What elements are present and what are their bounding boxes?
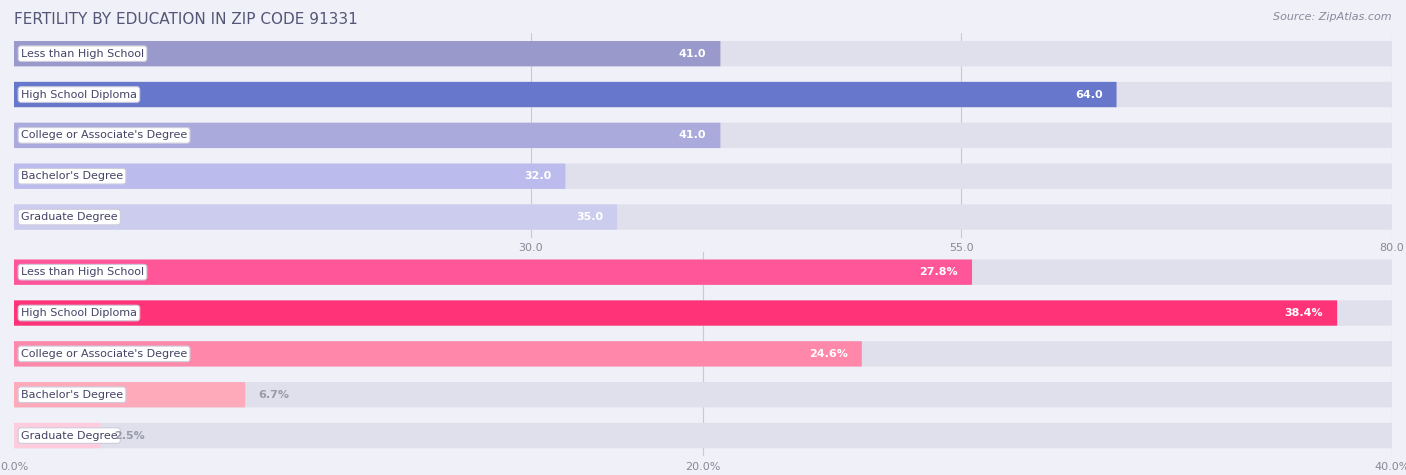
FancyBboxPatch shape xyxy=(14,341,1392,367)
Text: Less than High School: Less than High School xyxy=(21,48,143,59)
Text: 6.7%: 6.7% xyxy=(259,390,290,400)
Text: 32.0: 32.0 xyxy=(524,171,551,181)
Text: 38.4%: 38.4% xyxy=(1285,308,1323,318)
Text: 27.8%: 27.8% xyxy=(920,267,957,277)
FancyBboxPatch shape xyxy=(14,41,1392,66)
Text: Bachelor's Degree: Bachelor's Degree xyxy=(21,390,124,400)
Text: 35.0: 35.0 xyxy=(576,212,603,222)
FancyBboxPatch shape xyxy=(14,423,1392,448)
Text: 2.5%: 2.5% xyxy=(114,430,145,441)
FancyBboxPatch shape xyxy=(14,41,720,66)
FancyBboxPatch shape xyxy=(14,382,1392,408)
Text: High School Diploma: High School Diploma xyxy=(21,308,136,318)
Text: Bachelor's Degree: Bachelor's Degree xyxy=(21,171,124,181)
FancyBboxPatch shape xyxy=(14,123,1392,148)
FancyBboxPatch shape xyxy=(14,341,862,367)
FancyBboxPatch shape xyxy=(14,259,972,285)
FancyBboxPatch shape xyxy=(14,163,1392,189)
Text: Graduate Degree: Graduate Degree xyxy=(21,212,118,222)
FancyBboxPatch shape xyxy=(14,123,720,148)
FancyBboxPatch shape xyxy=(14,300,1337,326)
Text: Source: ZipAtlas.com: Source: ZipAtlas.com xyxy=(1274,12,1392,22)
Text: College or Associate's Degree: College or Associate's Degree xyxy=(21,349,187,359)
FancyBboxPatch shape xyxy=(14,423,100,448)
FancyBboxPatch shape xyxy=(14,300,1392,326)
FancyBboxPatch shape xyxy=(14,163,565,189)
Text: High School Diploma: High School Diploma xyxy=(21,89,136,100)
Text: FERTILITY BY EDUCATION IN ZIP CODE 91331: FERTILITY BY EDUCATION IN ZIP CODE 91331 xyxy=(14,12,357,27)
FancyBboxPatch shape xyxy=(14,382,245,408)
Text: 64.0: 64.0 xyxy=(1076,89,1102,100)
FancyBboxPatch shape xyxy=(14,82,1392,107)
Text: 41.0: 41.0 xyxy=(679,130,706,141)
FancyBboxPatch shape xyxy=(14,259,1392,285)
Text: 24.6%: 24.6% xyxy=(808,349,848,359)
FancyBboxPatch shape xyxy=(14,204,617,230)
Text: Less than High School: Less than High School xyxy=(21,267,143,277)
Text: College or Associate's Degree: College or Associate's Degree xyxy=(21,130,187,141)
Text: 41.0: 41.0 xyxy=(679,48,706,59)
FancyBboxPatch shape xyxy=(14,204,1392,230)
FancyBboxPatch shape xyxy=(14,82,1116,107)
Text: Graduate Degree: Graduate Degree xyxy=(21,430,118,441)
